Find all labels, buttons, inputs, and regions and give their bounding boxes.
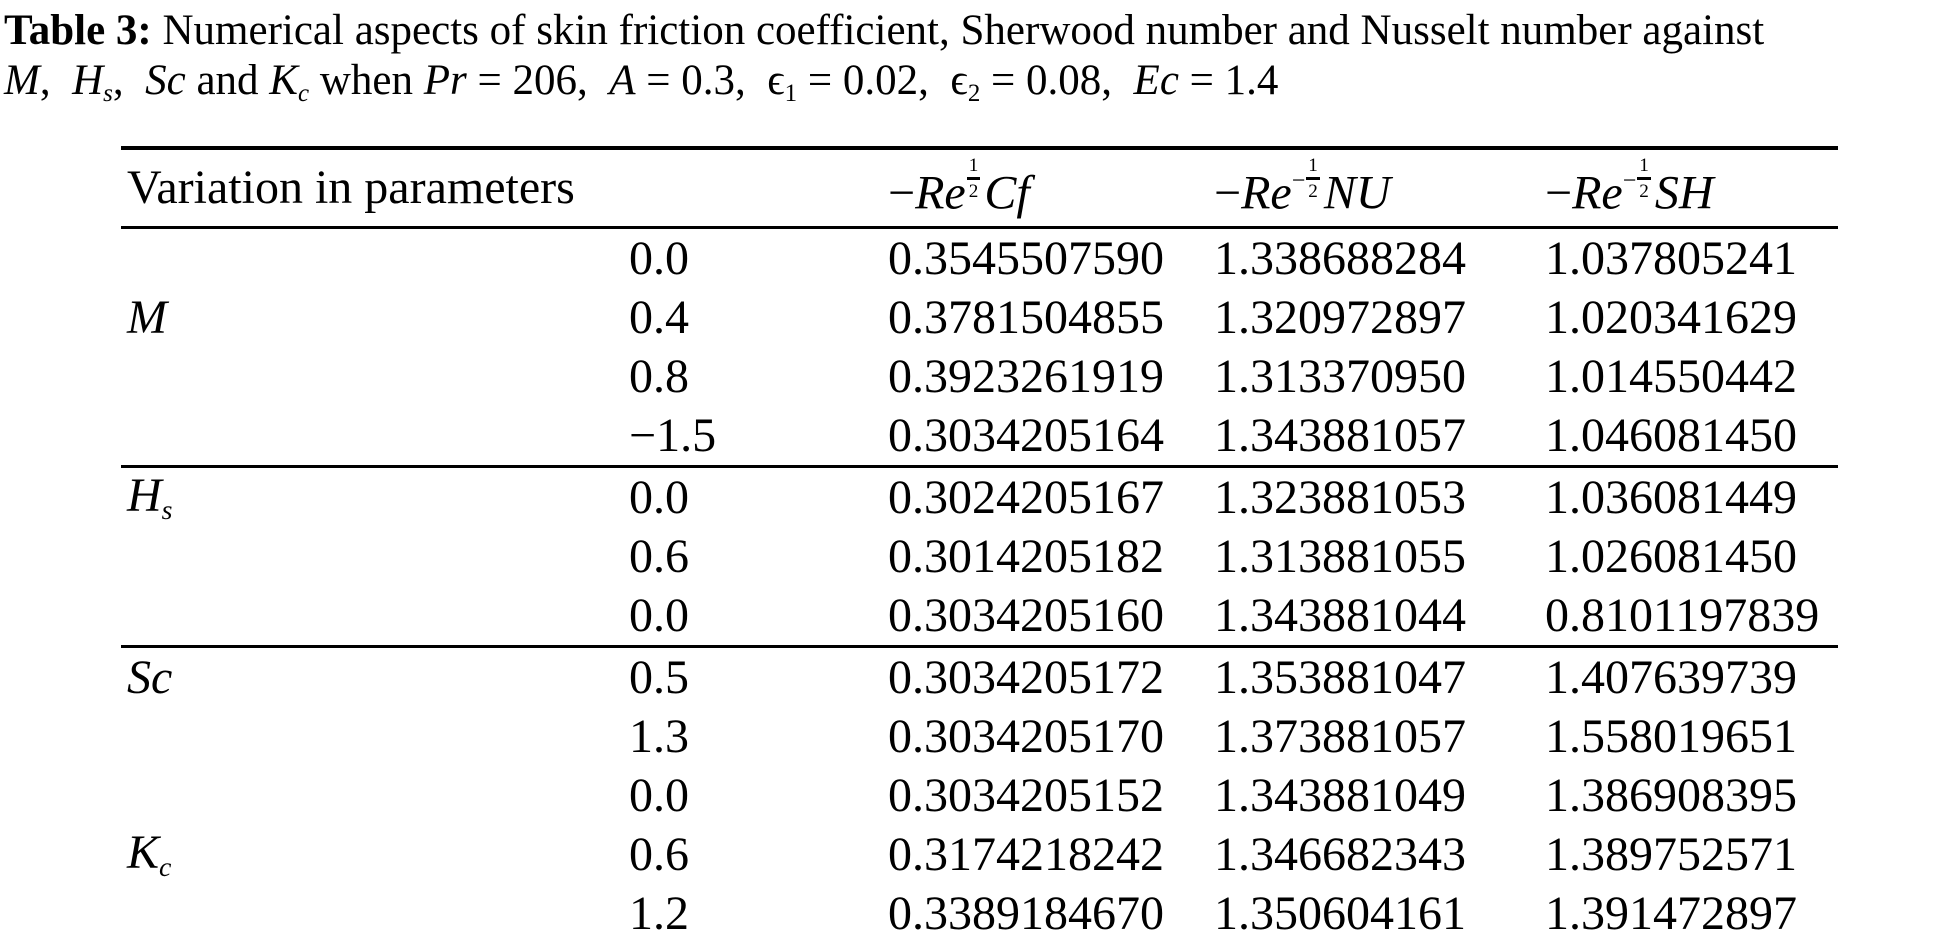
param-value-cell: 0.0 bbox=[629, 585, 889, 648]
param-value-cell: 1.3 bbox=[629, 709, 689, 763]
sh-value-cell: 1.386908395 bbox=[1545, 768, 1798, 822]
param-value-cell: 0.0 bbox=[629, 231, 689, 285]
param-value-cell: 0.5 bbox=[629, 650, 689, 704]
nu-value-cell: 1.350604161 bbox=[1214, 886, 1467, 940]
table-row: Sc 0.5 0.3034205172 1.353881047 1.407639… bbox=[121, 646, 1838, 707]
table-row: 0.6 0.3014205182 1.313881055 1.026081450 bbox=[121, 527, 1838, 586]
table-caption: Table 3: Numerical aspects of skin frict… bbox=[0, 0, 1954, 119]
param-label-cell bbox=[121, 405, 629, 468]
nu-value-cell: 1.338688284 bbox=[1214, 231, 1467, 285]
nu-value-cell: 1.320972897 bbox=[1214, 290, 1467, 344]
caption-line-1: Table 3: Numerical aspects of skin frict… bbox=[4, 6, 1954, 56]
data-table: Variation in parameters −Re 1 2 Cf −Re− 1 2 NU… bbox=[121, 145, 1839, 942]
caption-text: Numerical aspects of skin friction coeff… bbox=[151, 7, 1765, 54]
nu-value-cell: 1.343881044 bbox=[1214, 585, 1546, 648]
param-value-cell: 0.6 bbox=[629, 529, 689, 583]
cf-value-cell: 0.3389184670 bbox=[888, 886, 1165, 940]
table-row: 0.0 0.3034205152 1.343881049 1.386908395 bbox=[121, 766, 1838, 825]
param-label-cell bbox=[121, 707, 629, 766]
nu-value-cell: 1.343881057 bbox=[1214, 405, 1546, 468]
table-row: 1.2 0.3389184670 1.350604161 1.391472897 bbox=[121, 884, 1838, 942]
param-label-cell: M bbox=[127, 290, 167, 344]
sh-value-cell: 1.389752571 bbox=[1545, 827, 1798, 881]
table-row: Kc 0.6 0.3174218242 1.346682343 1.389752… bbox=[121, 825, 1838, 884]
nu-value-cell: 1.313881055 bbox=[1214, 529, 1467, 583]
sh-value-cell: 1.026081450 bbox=[1545, 529, 1798, 583]
caption-label: Table 3: bbox=[4, 7, 152, 54]
table-row: 1.3 0.3034205170 1.373881057 1.558019651 bbox=[121, 707, 1838, 766]
sh-value-cell: 1.391472897 bbox=[1545, 886, 1798, 940]
header-row: Variation in parameters −Re 1 2 Cf −Re− 1 2 NU… bbox=[121, 147, 1839, 229]
table-header: Variation in parameters −Re 1 2 Cf −Re− 1 2 NU… bbox=[121, 147, 1839, 229]
nu-value-cell: 1.346682343 bbox=[1214, 827, 1467, 881]
cf-value-cell: 0.3923261919 bbox=[888, 349, 1165, 403]
param-label-cell: Sc bbox=[127, 650, 173, 704]
param-value-cell: 0.6 bbox=[629, 827, 689, 881]
cf-value-cell: 0.3174218242 bbox=[888, 827, 1165, 881]
param-label-cell bbox=[121, 227, 629, 288]
nu-value-cell: 1.373881057 bbox=[1214, 709, 1467, 763]
param-value-cell: 1.2 bbox=[629, 886, 689, 940]
param-value-cell: 0.4 bbox=[629, 290, 689, 344]
table-row: M 0.4 0.3781504855 1.320972897 1.0203416… bbox=[121, 288, 1838, 347]
sh-value-cell: 1.014550442 bbox=[1545, 349, 1798, 403]
cf-value-cell: 0.3545507590 bbox=[888, 231, 1165, 285]
sh-value-cell: 1.407639739 bbox=[1545, 650, 1798, 704]
sh-value-cell: 0.8101197839 bbox=[1545, 585, 1839, 648]
header-skin-friction: −Re 1 2 Cf bbox=[888, 147, 1215, 229]
param-value-cell: 0.8 bbox=[629, 349, 689, 403]
nu-value-cell: 1.343881049 bbox=[1214, 768, 1467, 822]
nu-value-cell: 1.323881053 bbox=[1214, 470, 1467, 524]
param-label-cell bbox=[121, 766, 629, 825]
param-value-cell: 0.0 bbox=[629, 470, 689, 524]
cf-value-cell: 0.3034205164 bbox=[888, 405, 1215, 468]
param-label-cell bbox=[121, 527, 629, 586]
table-row: 0.8 0.3923261919 1.313370950 1.014550442 bbox=[121, 347, 1838, 406]
param-label-cell bbox=[121, 884, 629, 942]
nu-value-cell: 1.313370950 bbox=[1214, 349, 1467, 403]
table-row: −1.5 0.3034205164 1.343881057 1.04608145… bbox=[121, 405, 1839, 468]
table-body: 0.0 0.3545507590 1.338688284 1.037805241… bbox=[121, 227, 1839, 942]
param-label-cell bbox=[121, 347, 629, 406]
table-row: 0.0 0.3034205160 1.343881044 0.810119783… bbox=[121, 585, 1839, 648]
param-value-cell: 0.0 bbox=[629, 768, 689, 822]
param-value-cell: −1.5 bbox=[629, 405, 889, 468]
cf-value-cell: 0.3024205167 bbox=[888, 470, 1165, 524]
cf-value-cell: 0.3034205172 bbox=[888, 650, 1165, 704]
header-variation-in-parameters: Variation in parameters bbox=[121, 147, 889, 229]
header-sherwood-number: −Re− 1 2 SH bbox=[1545, 147, 1839, 229]
sh-value-cell: 1.037805241 bbox=[1545, 231, 1798, 285]
sh-value-cell: 1.020341629 bbox=[1545, 290, 1798, 344]
caption-line-2: M, Hs, Sc and Kc when Pr = 206, A = 0.3,… bbox=[4, 57, 1279, 107]
table-row: 0.0 0.3545507590 1.338688284 1.037805241 bbox=[121, 227, 1838, 288]
nu-value-cell: 1.353881047 bbox=[1214, 650, 1467, 704]
cf-value-cell: 0.3034205170 bbox=[888, 709, 1165, 763]
sh-value-cell: 1.036081449 bbox=[1545, 470, 1798, 524]
sh-value-cell: 1.558019651 bbox=[1545, 709, 1798, 763]
sh-value-cell: 1.046081450 bbox=[1545, 405, 1839, 468]
param-label-cell bbox=[121, 585, 629, 648]
cf-value-cell: 0.3781504855 bbox=[888, 290, 1165, 344]
header-nusselt-number: −Re− 1 2 NU bbox=[1214, 147, 1546, 229]
cf-value-cell: 0.3034205160 bbox=[888, 585, 1215, 648]
cf-value-cell: 0.3034205152 bbox=[888, 768, 1165, 822]
param-label-cell: Kc bbox=[127, 826, 172, 883]
cf-value-cell: 0.3014205182 bbox=[888, 529, 1165, 583]
table-row: Hs 0.0 0.3024205167 1.323881053 1.036081… bbox=[121, 466, 1838, 527]
param-label-cell: Hs bbox=[127, 469, 173, 526]
